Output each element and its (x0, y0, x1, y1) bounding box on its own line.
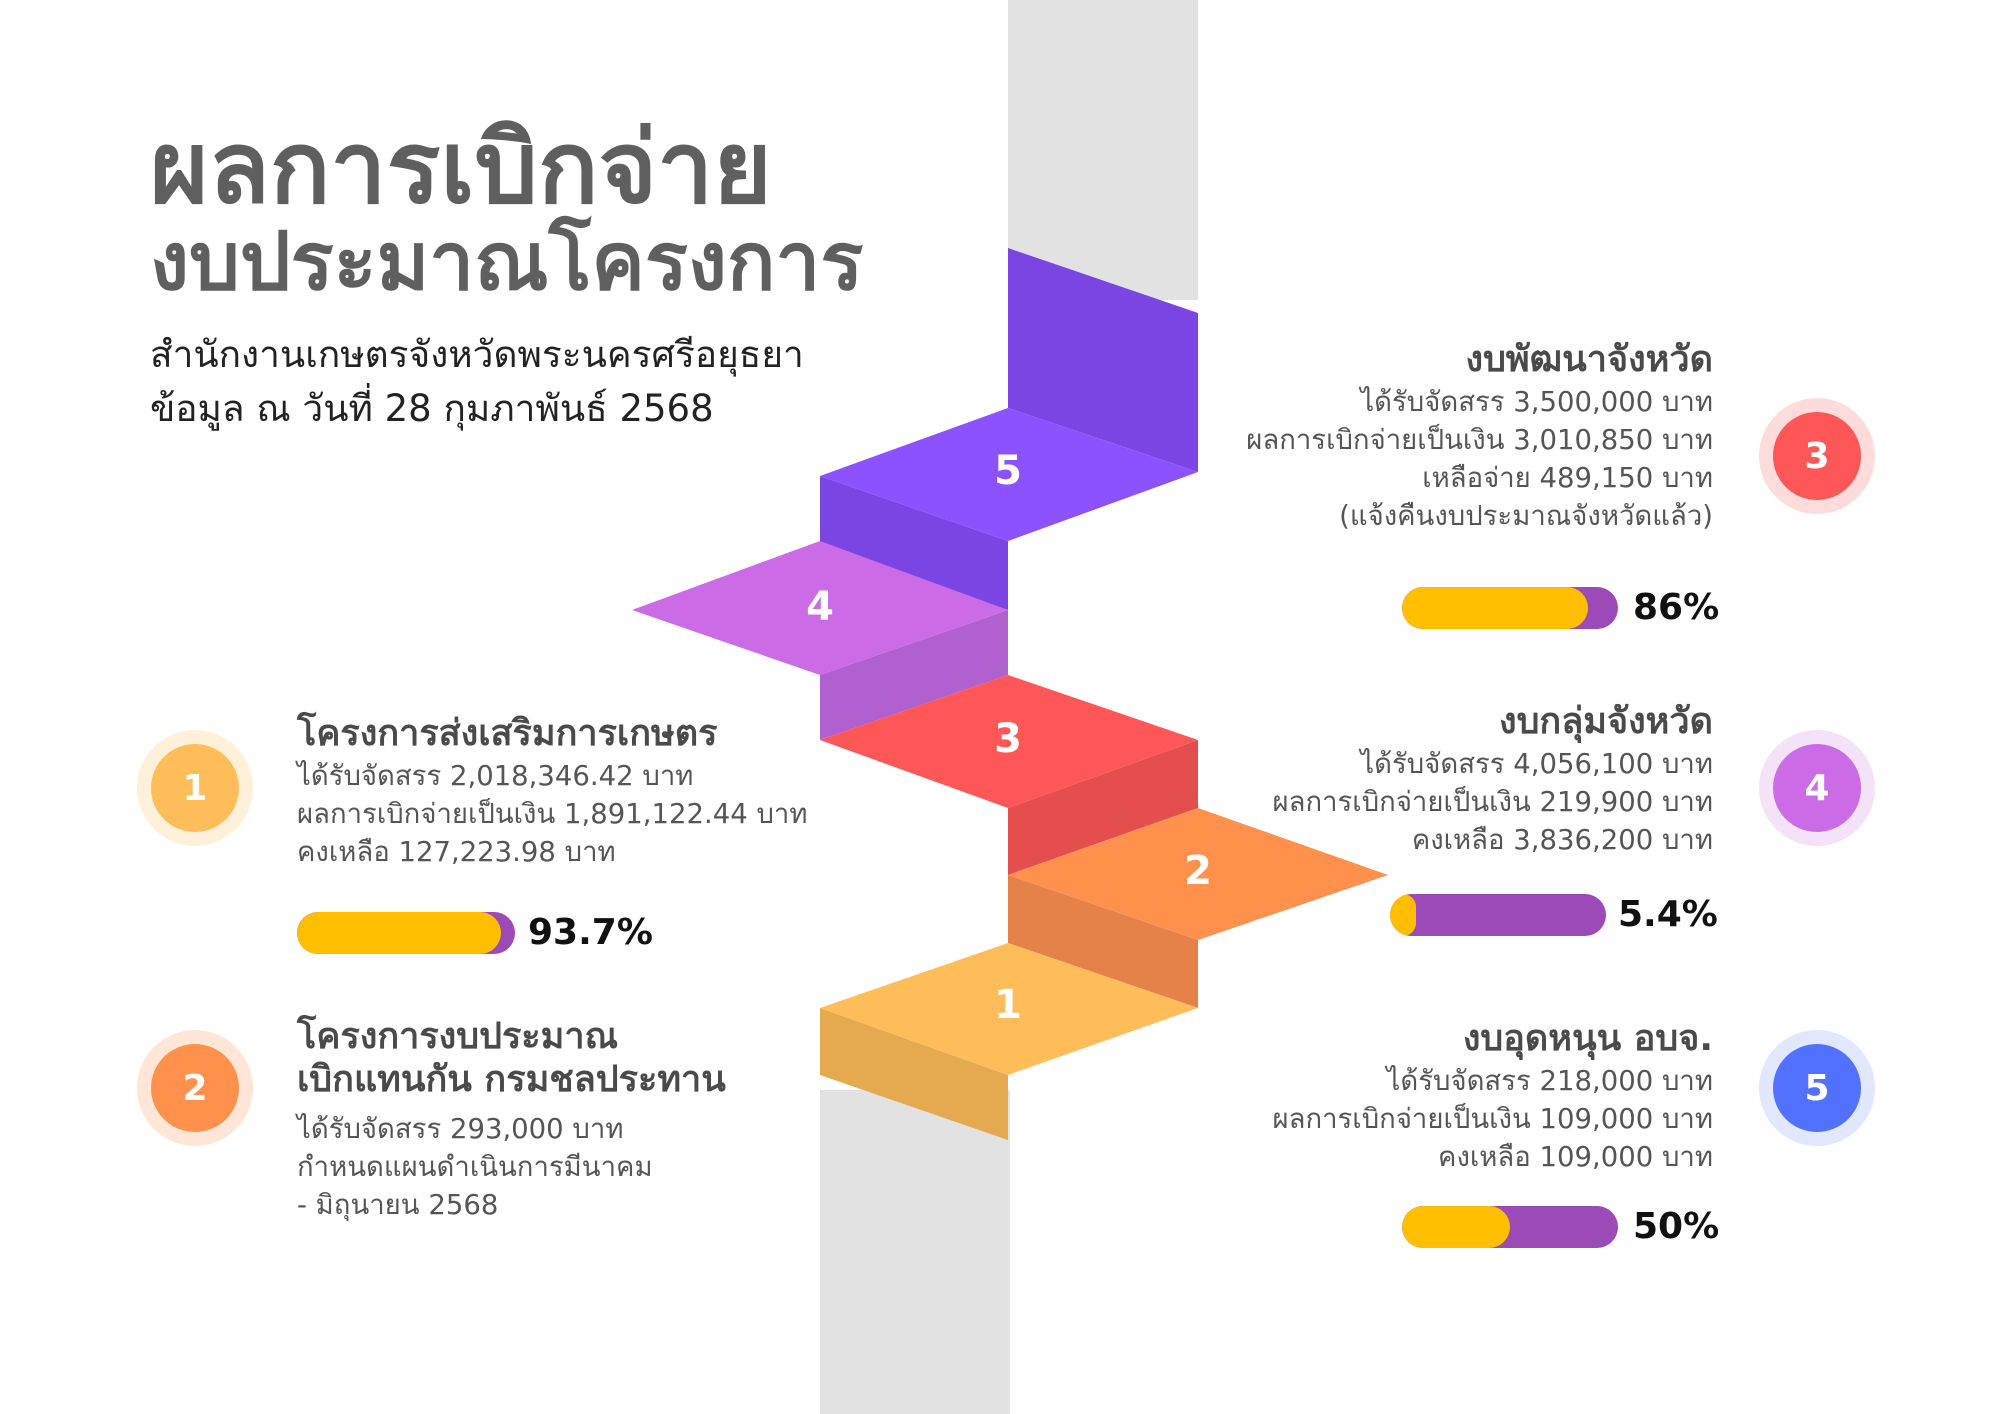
progress-percent: 93.7% (528, 912, 653, 953)
item-line: คงเหลือ 127,223.98 บาท (297, 836, 616, 869)
item-line: ผลการเบิกจ่ายเป็นเงิน 219,900 บาท (1272, 786, 1713, 819)
item-line: คงเหลือ 109,000 บาท (1438, 1141, 1713, 1174)
progress-fill (1402, 587, 1588, 629)
page-subtitle: สำนักงานเกษตรจังหวัดพระนครศรีอยุธยา ข้อม… (150, 328, 804, 435)
item-line: ผลการเบิกจ่ายเป็นเงิน 109,000 บาท (1272, 1103, 1713, 1136)
step-label: 5 (994, 448, 1022, 494)
step5-side (820, 476, 1008, 610)
progress-percent: 5.4% (1618, 894, 1718, 935)
item-line: - มิถุนายน 2568 (297, 1189, 499, 1222)
step-label: 3 (994, 716, 1022, 762)
item-title: งบกลุ่มจังหวัด (1498, 701, 1713, 742)
title-line-1: ผลการเบิกจ่าย (150, 109, 772, 226)
subtitle-date: ข้อมูล ณ วันที่ 28 กุมภาพันธ์ 2568 (150, 386, 714, 430)
title-line-2: งบประมาณโครงการ (150, 215, 864, 308)
step4-top (632, 541, 1008, 675)
item-line: ได้รับจัดสรร 293,000 บาท (297, 1113, 624, 1146)
item-title: งบอุดหนุน อบจ. (1462, 1018, 1713, 1059)
step3-top (820, 675, 1198, 808)
item-title-line-2: เบิกแทนกัน กรมชลประทาน (297, 1059, 726, 1101)
item-line: ได้รับจัดสรร 3,500,000 บาท (1360, 386, 1713, 419)
step2-side (1008, 875, 1198, 1008)
progress-bar (1402, 1206, 1618, 1248)
grey-column-bottom (820, 1090, 1010, 1414)
item-title-line-1: โครงการงบประมาณ (297, 1016, 618, 1057)
item-line: ผลการเบิกจ่ายเป็นเงิน 1,891,122.44 บาท (297, 798, 808, 831)
step3-side (1008, 740, 1198, 875)
subtitle-office: สำนักงานเกษตรจังหวัดพระนครศรีอยุธยา (150, 333, 804, 376)
item-section-agri-promotion: โครงการส่งเสริมการเกษตร ได้รับจัดสรร 2,0… (297, 712, 897, 869)
item-number-badge: 4 (1773, 744, 1861, 832)
progress-bar (1390, 894, 1606, 936)
step-label: 1 (994, 982, 1022, 1028)
step4-side (820, 610, 1008, 740)
item-line: ผลการเบิกจ่ายเป็นเงิน 3,010,850 บาท (1246, 424, 1713, 457)
item-line: ได้รับจัดสรร 218,000 บาท (1386, 1065, 1713, 1098)
item-line: คงเหลือ 3,836,200 บาท (1411, 824, 1713, 857)
progress-percent: 86% (1633, 587, 1720, 628)
progress-percent: 50% (1633, 1206, 1720, 1247)
item-number-badge: 2 (151, 1044, 239, 1132)
step1-side (820, 1008, 1008, 1140)
item-title: โครงการส่งเสริมการเกษตร (297, 713, 718, 754)
page-title: ผลการเบิกจ่าย งบประมาณโครงการ (150, 115, 863, 304)
progress-fill (297, 912, 502, 954)
progress-bar (1402, 587, 1618, 629)
item-section-province-dev: งบพัฒนาจังหวัด ได้รับจัดสรร 3,500,000 บา… (1033, 338, 1713, 533)
step-label: 4 (806, 584, 834, 630)
item-line: กำหนดแผนดำเนินการมีนาคม (297, 1151, 653, 1184)
item-line: เหลือจ่าย 489,150 บาท (1422, 462, 1713, 495)
step5-back-wall (1008, 248, 1198, 472)
progress-fill (1402, 1206, 1510, 1248)
step1-top (820, 943, 1198, 1075)
grey-column-top (1008, 0, 1198, 300)
item-number-badge: 3 (1773, 412, 1861, 500)
item-line: ได้รับจัดสรร 4,056,100 บาท (1360, 748, 1713, 781)
step-label: 2 (1184, 848, 1212, 894)
item-section-pao-subsidy: งบอุดหนุน อบจ. ได้รับจัดสรร 218,000 บาท … (993, 1017, 1713, 1174)
step5-top (820, 408, 1198, 541)
progress-bar (297, 912, 515, 954)
step2-top (1008, 808, 1388, 940)
item-number-badge: 1 (151, 744, 239, 832)
item-number-badge: 5 (1773, 1044, 1861, 1132)
item-title: งบพัฒนาจังหวัด (1465, 339, 1714, 380)
item-section-province-group: งบกลุ่มจังหวัด ได้รับจัดสรร 4,056,100 บา… (993, 700, 1713, 857)
item-line: (แจ้งคืนงบประมาณจังหวัดแล้ว) (1339, 500, 1713, 533)
item-section-irrigation: โครงการงบประมาณ เบิกแทนกัน กรมชลประทาน ไ… (297, 1015, 897, 1222)
item-line: ได้รับจัดสรร 2,018,346.42 บาท (297, 760, 694, 793)
